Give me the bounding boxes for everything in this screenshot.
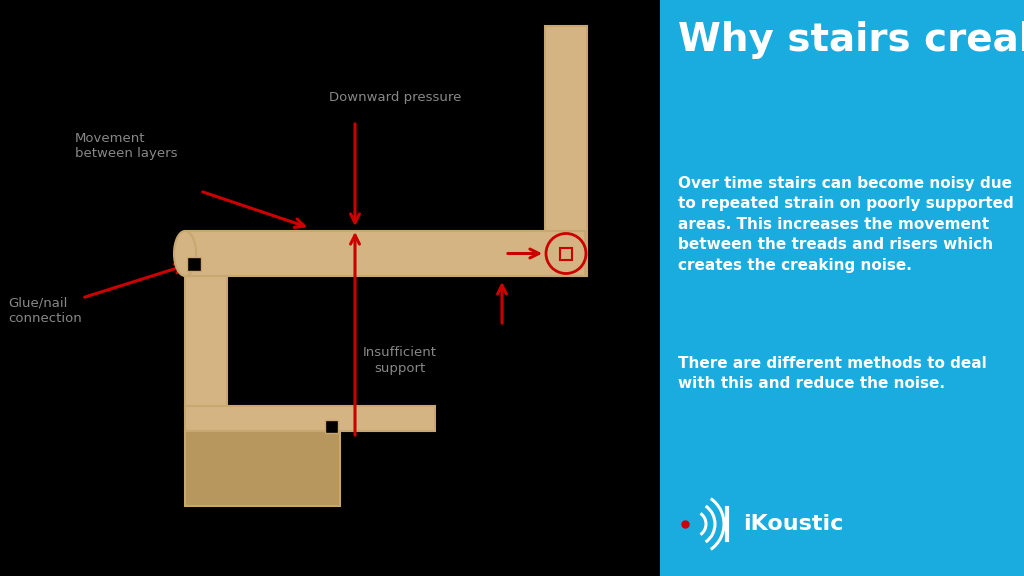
Text: Downward pressure: Downward pressure <box>329 91 461 104</box>
Bar <box>185 406 435 431</box>
Text: Why stairs creak: Why stairs creak <box>678 21 1024 59</box>
Ellipse shape <box>174 231 196 276</box>
Text: Over time stairs can become noisy due
to repeated strain on poorly supported
are: Over time stairs can become noisy due to… <box>678 176 1014 272</box>
Bar <box>660 0 1024 576</box>
Text: Movement
between layers: Movement between layers <box>75 131 177 161</box>
Text: iKoustic: iKoustic <box>743 514 844 534</box>
Bar <box>187 257 201 271</box>
Bar <box>560 248 572 260</box>
Bar <box>545 26 587 276</box>
Text: Glue/nail
connection: Glue/nail connection <box>8 297 82 325</box>
Text: Insufficient
support: Insufficient support <box>362 346 437 375</box>
Bar <box>185 231 585 276</box>
Bar <box>185 276 227 411</box>
Text: There are different methods to deal
with this and reduce the noise.: There are different methods to deal with… <box>678 356 987 392</box>
Bar <box>185 431 340 506</box>
Bar <box>325 420 338 433</box>
